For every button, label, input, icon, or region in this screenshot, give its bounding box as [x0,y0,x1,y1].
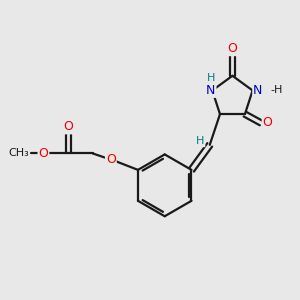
Text: O: O [227,42,237,55]
Text: O: O [38,147,48,160]
Text: H: H [196,136,205,146]
Text: O: O [64,120,74,134]
Text: N: N [253,84,262,97]
Text: -H: -H [270,85,283,95]
Text: O: O [262,116,272,130]
Text: O: O [106,153,116,167]
Text: CH₃: CH₃ [8,148,29,158]
Text: N: N [206,84,215,97]
Text: H: H [207,73,215,83]
